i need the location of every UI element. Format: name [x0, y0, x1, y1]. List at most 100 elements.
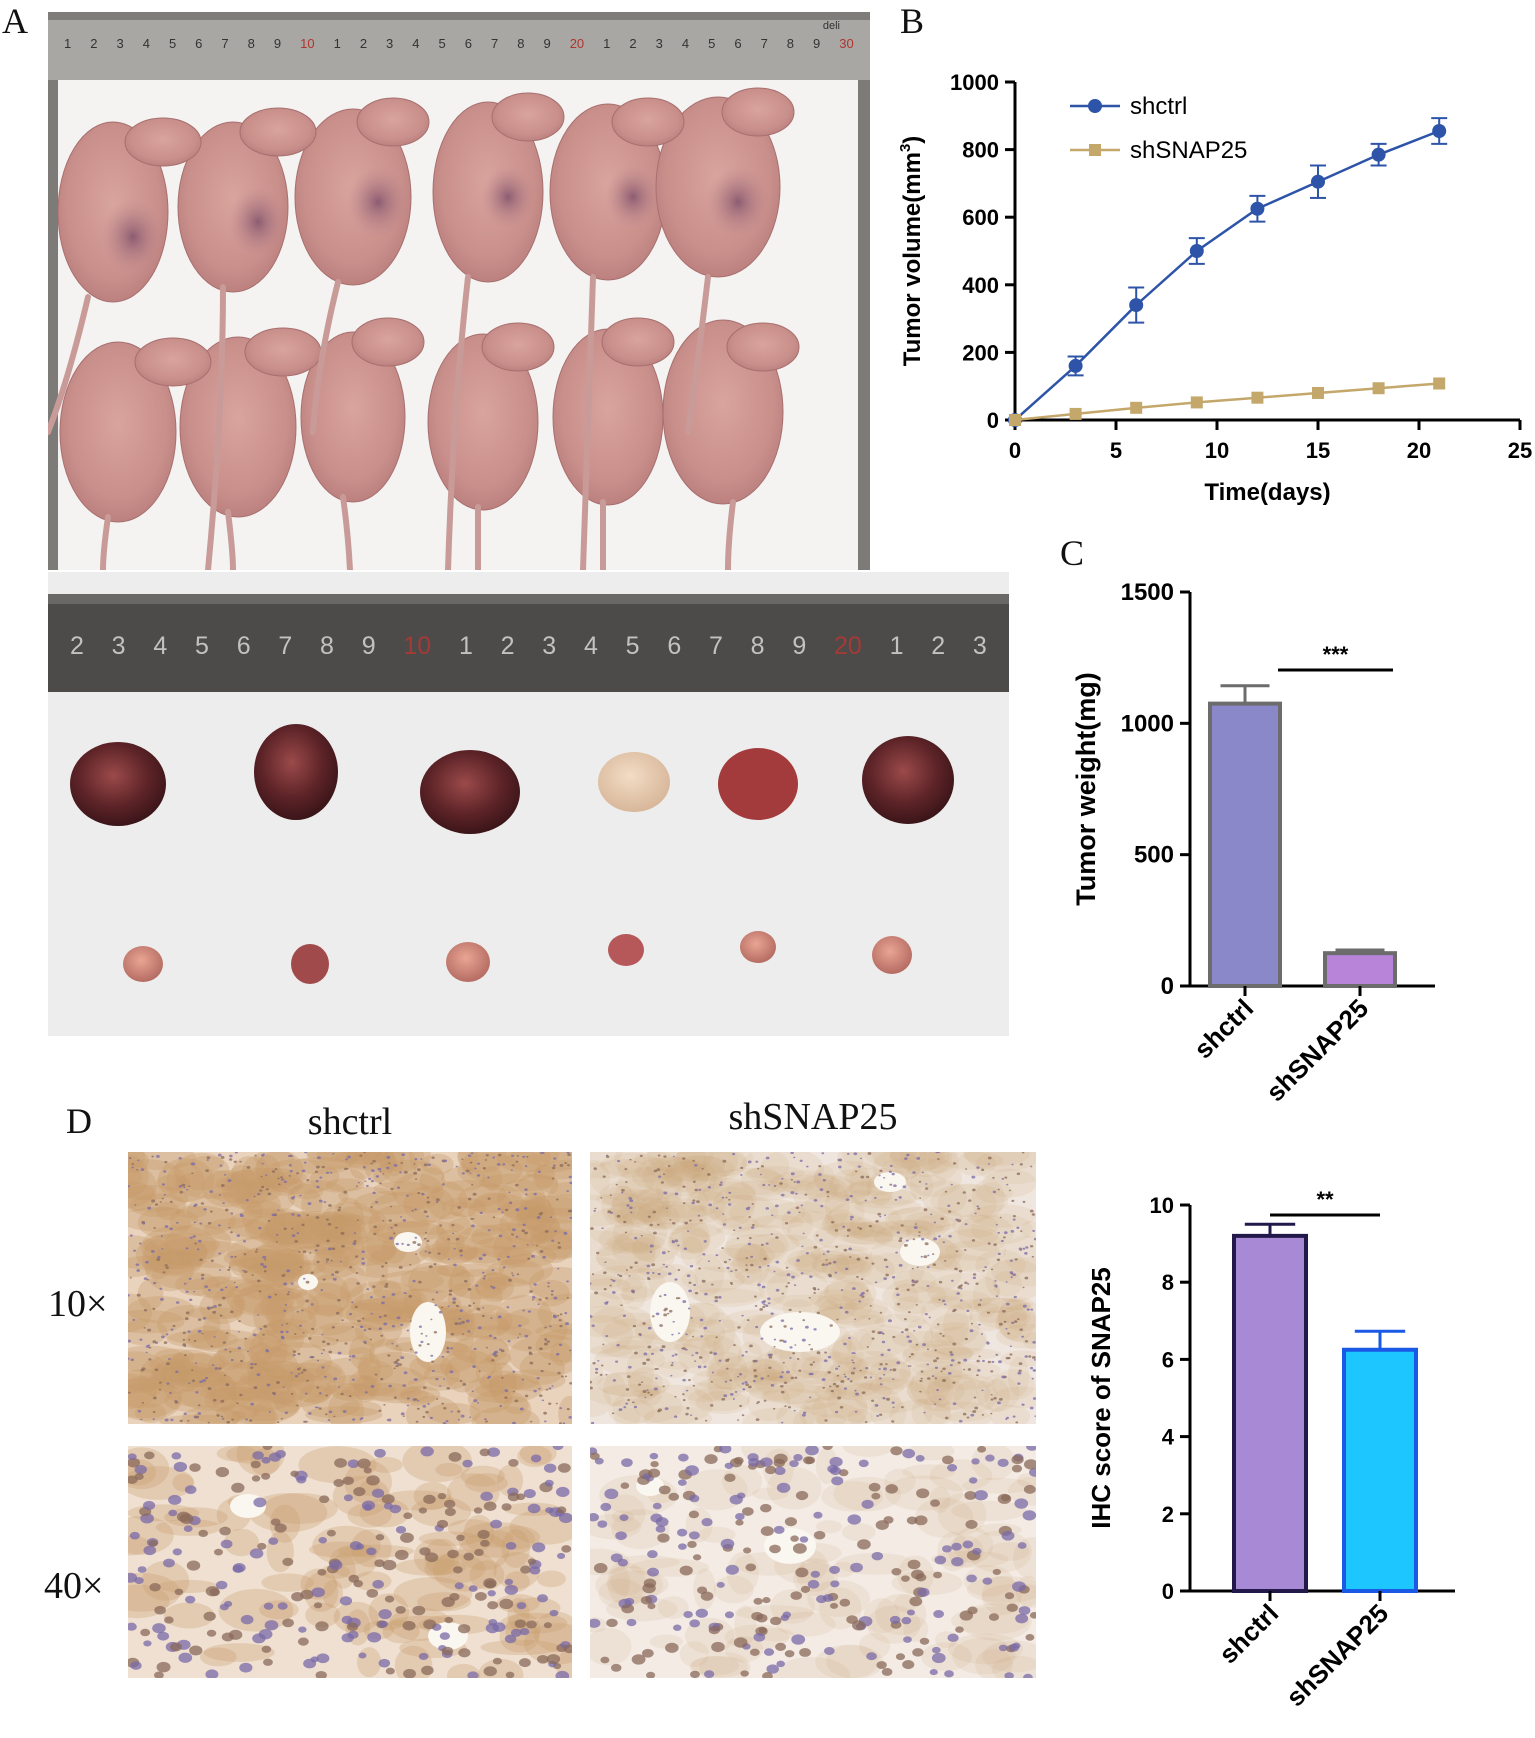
nucleus [665, 1207, 668, 1209]
stroma [728, 1256, 762, 1285]
nucleus [849, 1194, 853, 1198]
nucleus [246, 1165, 251, 1169]
nucleus [940, 1370, 943, 1373]
stroma [869, 1376, 905, 1396]
legend-marker [1088, 99, 1102, 113]
nucleus [353, 1579, 364, 1588]
nucleus [381, 1494, 395, 1504]
nucleus [172, 1548, 182, 1556]
nucleus [882, 1396, 886, 1400]
stroma [823, 1276, 877, 1310]
data-point [1130, 401, 1143, 414]
nucleus [304, 1152, 308, 1154]
nucleus [434, 1304, 437, 1307]
nucleus [790, 1191, 795, 1195]
nucleus [380, 1265, 385, 1268]
nucleus [754, 1295, 757, 1298]
nucleus [511, 1154, 515, 1158]
nucleus [439, 1385, 442, 1387]
stroma [676, 1152, 754, 1174]
nucleus [970, 1413, 975, 1417]
nucleus [431, 1360, 435, 1363]
nucleus [401, 1153, 406, 1157]
nucleus [760, 1457, 773, 1467]
nucleus [497, 1315, 502, 1319]
nucleus [569, 1181, 572, 1185]
nucleus [157, 1255, 161, 1259]
nucleus [305, 1280, 310, 1284]
stroma [929, 1459, 993, 1492]
nucleus [709, 1351, 713, 1354]
nucleus [667, 1312, 670, 1315]
nucleus [924, 1312, 928, 1316]
nucleus [805, 1456, 816, 1465]
ruler-brand: deli [822, 20, 840, 32]
stroma [752, 1214, 805, 1229]
nucleus [515, 1235, 519, 1238]
nucleus [642, 1583, 656, 1594]
series-line-shSNAP25 [1014, 382, 1440, 422]
nucleus [917, 1587, 930, 1597]
stroma [821, 1253, 873, 1281]
stroma [529, 1218, 572, 1260]
nucleus [1012, 1273, 1016, 1277]
nucleus [924, 1242, 929, 1246]
stroma [590, 1152, 623, 1168]
nucleus [752, 1379, 756, 1383]
stroma [606, 1232, 665, 1253]
stroma [475, 1379, 507, 1398]
nucleus [846, 1235, 849, 1237]
nucleus [606, 1301, 609, 1303]
stroma [680, 1155, 726, 1177]
stroma [657, 1596, 689, 1619]
nucleus [508, 1201, 513, 1205]
nucleus [569, 1216, 572, 1220]
nucleus [859, 1294, 862, 1297]
nucleus [249, 1548, 264, 1559]
nucleus [458, 1322, 462, 1325]
nucleus [448, 1289, 453, 1293]
nucleus [647, 1215, 651, 1218]
nucleus [477, 1402, 480, 1404]
nucleus [334, 1270, 339, 1274]
nucleus [682, 1393, 685, 1396]
nucleus [871, 1551, 884, 1561]
nucleus [558, 1319, 562, 1322]
nucleus [906, 1609, 915, 1616]
nucleus [421, 1192, 425, 1196]
stroma [435, 1462, 463, 1477]
nucleus [491, 1286, 496, 1289]
y-tick-label: 1000 [1121, 710, 1174, 737]
nucleus [867, 1152, 872, 1155]
nucleus [193, 1221, 197, 1224]
nucleus [476, 1307, 481, 1311]
nucleus [749, 1344, 753, 1348]
nucleus [725, 1359, 730, 1362]
nucleus [1003, 1320, 1007, 1323]
nucleus [791, 1634, 806, 1645]
ruler-top-numbers: 1 2 3 4 5 6 7 8 9 10 1 2 3 4 5 6 7 8 9 20 1 2 3 4 5 6 7 8 9 30 deli [48, 20, 870, 60]
nucleus [891, 1568, 902, 1576]
nucleus [389, 1205, 393, 1208]
nucleus [152, 1281, 157, 1285]
nucleus [228, 1629, 243, 1640]
stroma [858, 1632, 891, 1660]
nucleus [363, 1467, 372, 1474]
nucleus [590, 1227, 594, 1230]
nucleus [151, 1199, 156, 1203]
nucleus [297, 1367, 301, 1371]
nucleus [622, 1314, 627, 1317]
nucleus [526, 1243, 529, 1246]
nucleus [523, 1207, 528, 1210]
nucleus [802, 1232, 805, 1235]
stroma [244, 1212, 318, 1245]
nucleus [155, 1154, 160, 1158]
nucleus [912, 1648, 924, 1657]
nucleus [796, 1259, 800, 1262]
nucleus [562, 1422, 566, 1424]
ruler-number: 10 [300, 36, 315, 51]
nucleus [767, 1375, 770, 1377]
nucleus [337, 1208, 341, 1212]
stroma [1000, 1350, 1036, 1367]
nucleus [543, 1411, 547, 1415]
